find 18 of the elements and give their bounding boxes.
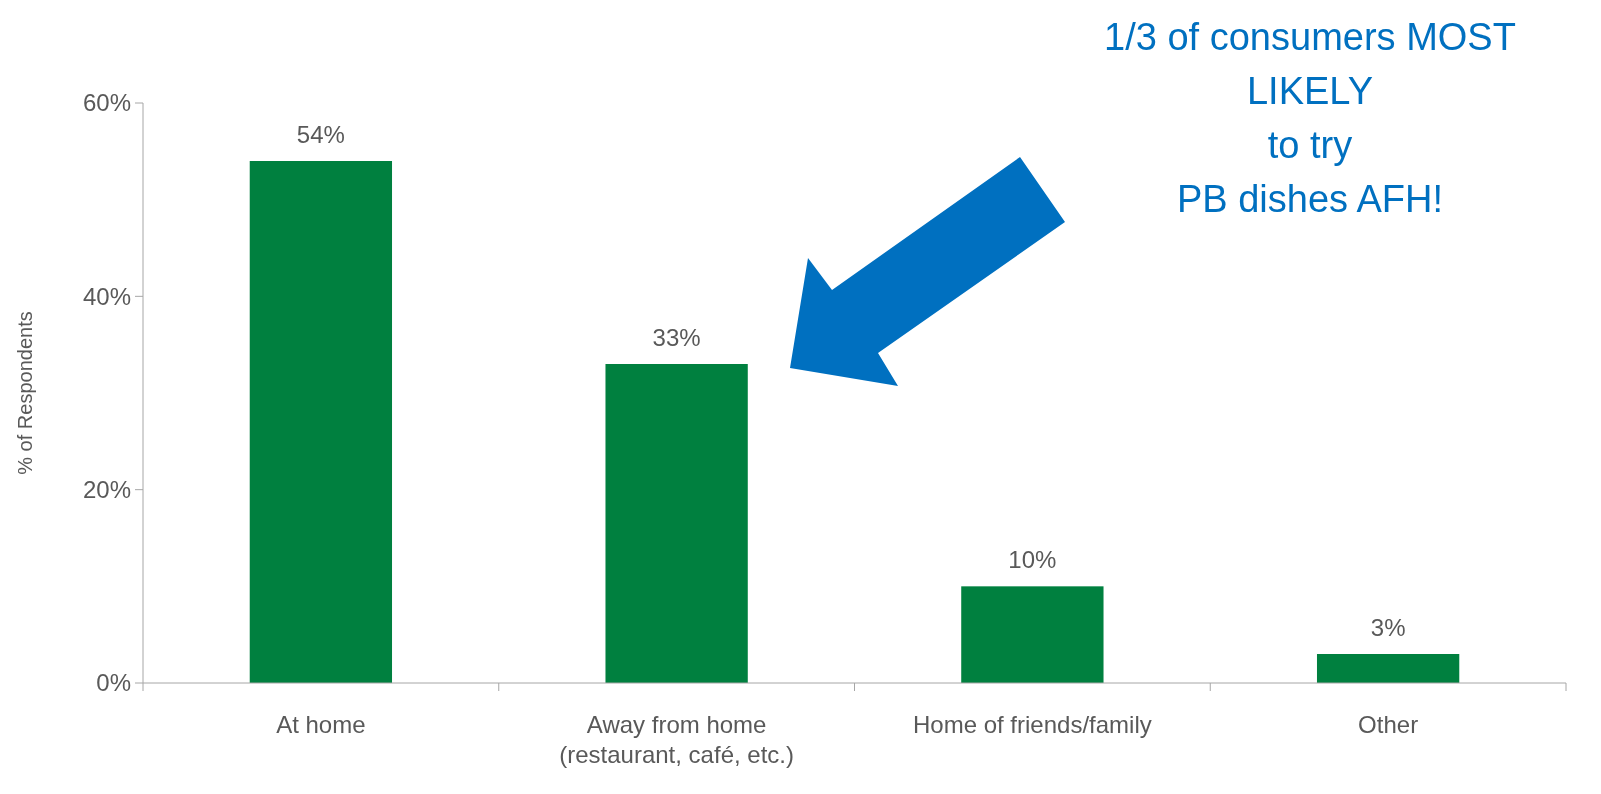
x-tick-label: At home — [276, 711, 366, 738]
y-tick-label: 0% — [96, 669, 131, 697]
data-label: 54% — [296, 121, 345, 148]
bar — [961, 586, 1104, 683]
bar — [605, 364, 748, 683]
data-label: 10% — [1008, 546, 1057, 574]
x-tick-label: Home of friends/family — [913, 711, 1152, 738]
y-tick-label: 20% — [82, 476, 131, 504]
x-tick-label: Other — [1358, 711, 1419, 738]
y-axis-title: % of Respondents — [14, 311, 36, 475]
data-label: 3% — [1370, 614, 1406, 641]
annotation: 1/3 of consumers MOST LIKELY to try PB dishes AFH! — [1104, 16, 1516, 220]
y-tick-label: 40% — [82, 282, 131, 310]
y-tick-label: 60% — [82, 89, 131, 117]
bar — [1316, 654, 1460, 683]
bar — [249, 161, 393, 683]
data-label: 33% — [652, 324, 701, 351]
x-tick-label: Away from home (restaurant, café, etc.) — [559, 711, 795, 768]
